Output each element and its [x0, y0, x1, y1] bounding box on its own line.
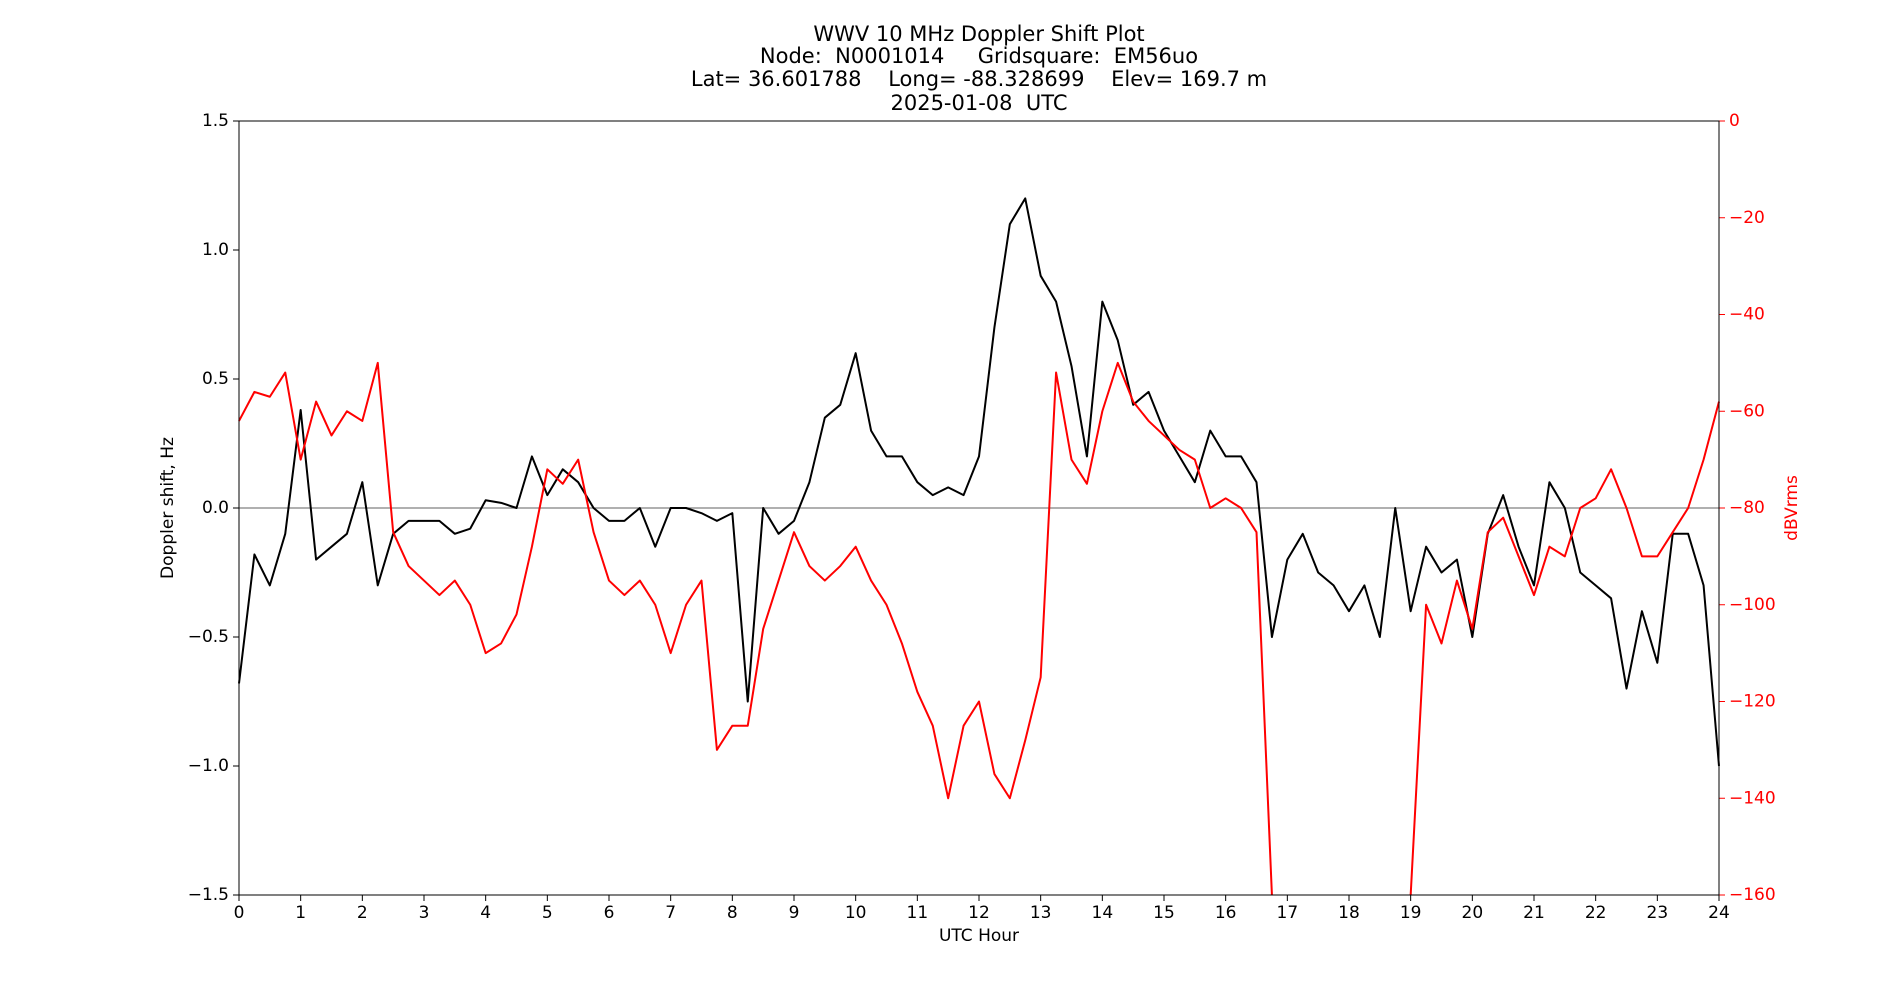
y2-tick-label: −20	[1729, 208, 1765, 228]
y2-tick-label: −40	[1729, 305, 1765, 325]
x-tick-label: 8	[727, 903, 738, 923]
x-tick-label: 18	[1338, 903, 1360, 923]
x-axis-label: UTC Hour	[939, 926, 1019, 946]
y-tick-label: 1.0	[202, 240, 229, 260]
x-tick-label: 17	[1277, 903, 1299, 923]
x-tick-label: 10	[845, 903, 867, 923]
y2-tick-label: −60	[1729, 401, 1765, 421]
y-tick-label: 0.0	[202, 498, 229, 518]
chart-subtitle: Node: N0001014 Gridsquare: EM56uo	[760, 44, 1198, 68]
x-tick-label: 19	[1400, 903, 1422, 923]
x-tick-label: 3	[419, 903, 430, 923]
chart-subtitle: Lat= 36.601788 Long= -88.328699 Elev= 16…	[691, 67, 1267, 91]
data-line	[238, 197, 1720, 767]
y2-axis-label: dBVrms	[1782, 475, 1802, 541]
y-tick-label: 0.5	[202, 369, 229, 389]
x-tick-label: 23	[1647, 903, 1669, 923]
x-tick-label: 24	[1708, 903, 1730, 923]
x-tick-label: 1	[295, 903, 306, 923]
chart-title: WWV 10 MHz Doppler Shift Plot	[813, 22, 1144, 46]
y2-tick-label: −80	[1729, 498, 1765, 518]
x-tick-label: 22	[1585, 903, 1607, 923]
plot-frame	[238, 120, 1720, 896]
y-tick-label: −0.5	[188, 627, 229, 647]
x-tick-label: 5	[542, 903, 553, 923]
x-tick-label: 4	[480, 903, 491, 923]
y2-tick-label: −160	[1729, 885, 1776, 905]
x-tick-label: 6	[604, 903, 615, 923]
x-tick-label: 20	[1462, 903, 1484, 923]
y2-tick-label: 0	[1729, 111, 1740, 131]
x-tick-label: 0	[234, 903, 245, 923]
x-tick-label: 7	[665, 903, 676, 923]
x-tick-label: 2	[357, 903, 368, 923]
x-tick-label: 16	[1215, 903, 1237, 923]
x-tick-label: 15	[1153, 903, 1175, 923]
x-tick-label: 13	[1030, 903, 1052, 923]
y-axis-label: Doppler shift, Hz	[158, 437, 178, 579]
x-tick-label: 9	[789, 903, 800, 923]
y2-tick-label: −100	[1729, 595, 1776, 615]
y2-tick-label: −140	[1729, 788, 1776, 808]
x-tick-label: 11	[907, 903, 929, 923]
data-line	[238, 361, 1720, 896]
y2-tick-label: −120	[1729, 692, 1776, 712]
x-tick-label: 14	[1092, 903, 1114, 923]
y-tick-label: −1.0	[188, 756, 229, 776]
y-tick-label: 1.5	[202, 111, 229, 131]
chart-subtitle: 2025-01-08 UTC	[890, 91, 1067, 115]
y-tick-label: −1.5	[188, 885, 229, 905]
x-tick-label: 12	[968, 903, 990, 923]
x-tick-label: 21	[1523, 903, 1545, 923]
